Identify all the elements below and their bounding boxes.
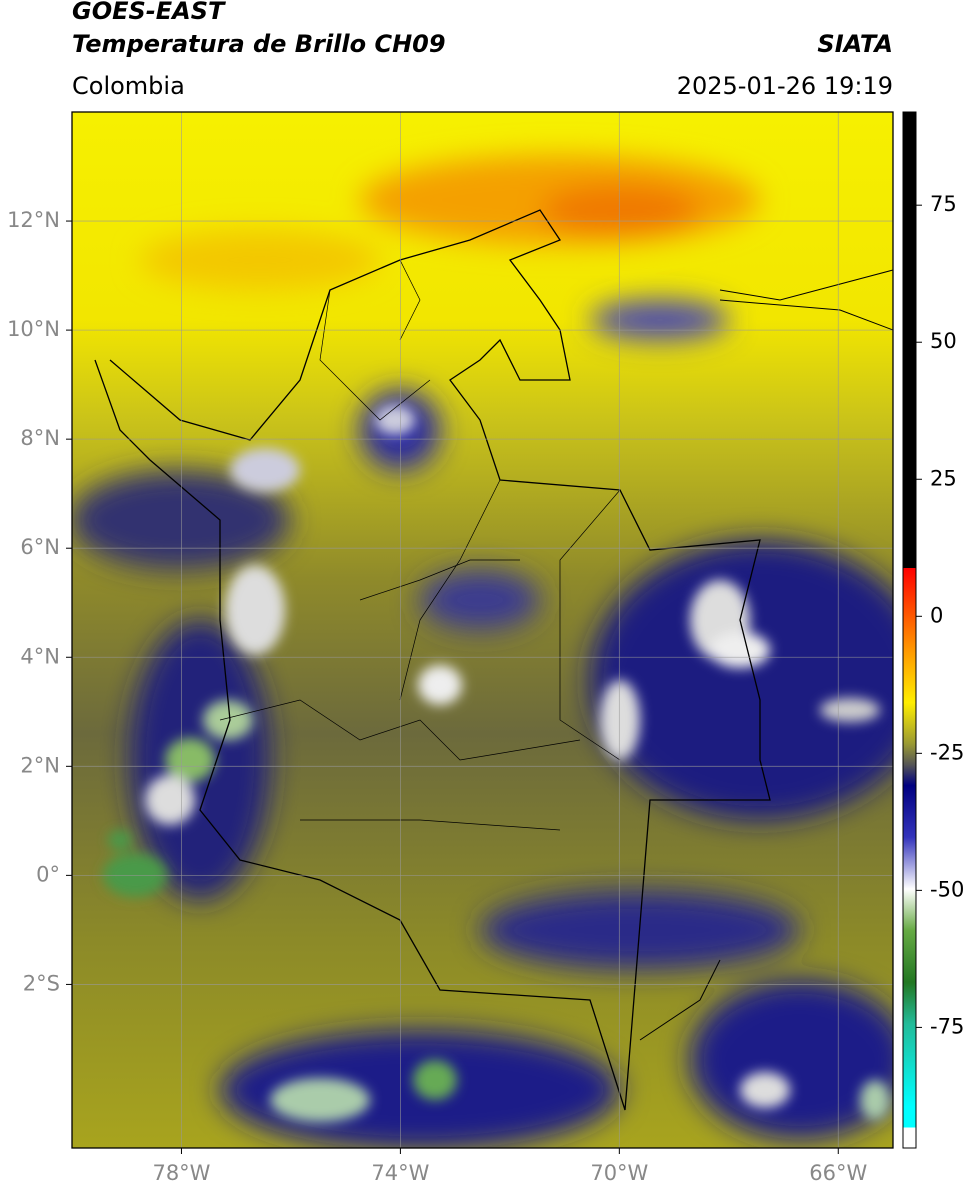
y-tick-label: 6°N [20,535,60,559]
satellite-image [72,112,893,1148]
y-tick-label: 10°N [7,317,60,341]
colorbar-label: 25 [930,466,957,490]
y-tick-label: 0° [36,862,60,886]
y-tick-label: 2°N [20,753,60,777]
colorbar-label: 0 [930,603,943,627]
colorbar-label: 75 [930,192,957,216]
subtitle: Temperatura de Brillo CH09 [72,30,446,58]
y-tick-label: 8°N [20,426,60,450]
y-tick-label: 2°S [23,971,60,995]
y-tick-label: 12°N [7,208,60,232]
brand: SIATA [817,30,893,58]
region: Colombia [72,72,185,100]
colorbar-label: -50 [930,877,964,901]
colorbar-label: -75 [930,1014,964,1038]
x-tick-label: 70°W [590,1161,648,1185]
title: GOES-EAST [72,0,226,25]
x-tick-label: 66°W [809,1161,867,1185]
timestamp: 2025-01-26 19:19 [677,72,893,100]
colorbar [902,111,917,1149]
border [94,209,771,1111]
colorbar-label: 50 [930,329,957,353]
colorbar-label: -25 [930,740,964,764]
x-tick-label: 78°W [152,1161,210,1185]
x-tick-label: 74°W [371,1161,429,1185]
map-frame [71,111,894,1149]
y-tick-label: 4°N [20,644,60,668]
